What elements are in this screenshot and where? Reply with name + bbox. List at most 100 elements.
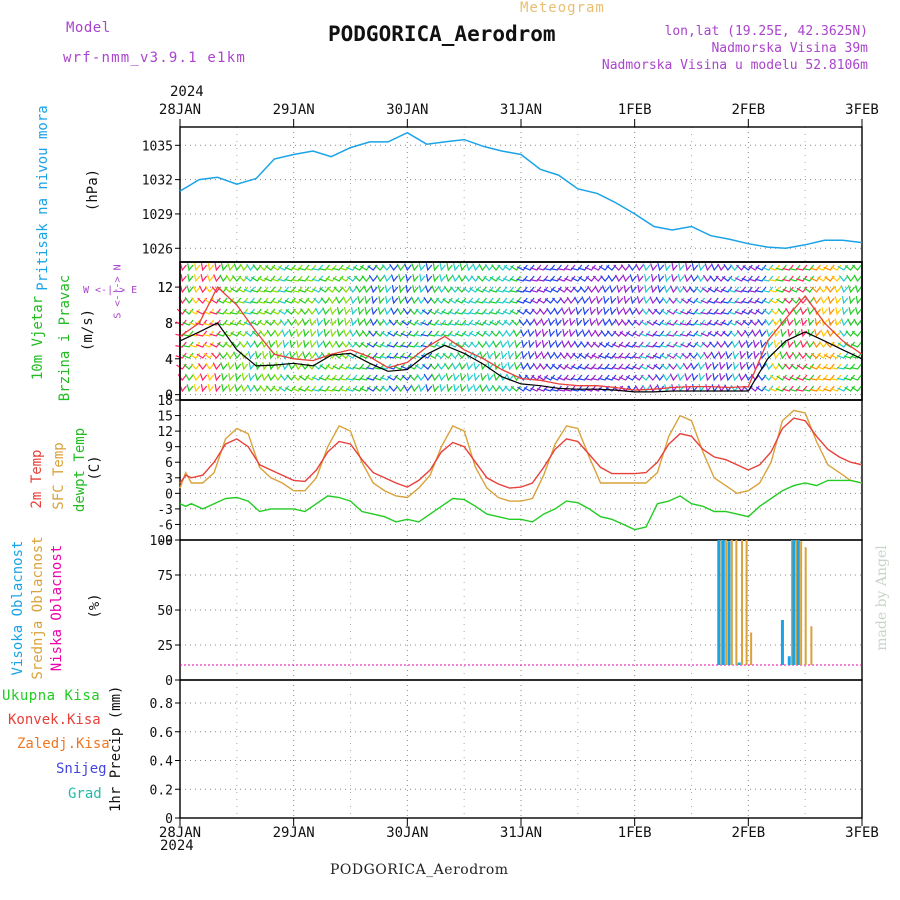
wind-barb — [678, 262, 685, 272]
wind-barb — [341, 286, 351, 293]
wind-barb — [728, 275, 740, 282]
wind-barb — [520, 362, 528, 371]
model-name: wrf-nmm_v3.9.1 e1km — [63, 50, 246, 66]
wind-barb — [325, 374, 337, 381]
wind-barb — [532, 362, 542, 371]
wind-barb — [777, 308, 787, 315]
wind-barb — [588, 329, 596, 338]
wind-barb — [330, 329, 337, 338]
wind-barb — [244, 330, 255, 337]
wind-barb — [575, 307, 583, 316]
wind-barb — [516, 264, 528, 271]
wind-barb — [485, 384, 494, 393]
wind-barb — [608, 318, 617, 327]
wind-barb — [721, 275, 733, 282]
wind-barb — [309, 318, 317, 327]
wind-barb — [666, 330, 678, 337]
wind-barb — [402, 307, 412, 316]
wind-barb — [599, 341, 610, 348]
wind-barb — [232, 275, 242, 282]
wind-barb — [393, 352, 405, 359]
wind-barb — [179, 285, 187, 294]
wind-barb — [278, 385, 290, 392]
wind-barb — [329, 307, 337, 316]
wind-barb — [571, 363, 583, 370]
wind-barb — [530, 385, 542, 392]
wind-barb — [364, 306, 371, 316]
wind-barb — [274, 329, 283, 338]
wind-barb — [279, 319, 290, 326]
wind-barb — [782, 264, 794, 271]
wind-barb — [179, 263, 187, 272]
wind-barb — [253, 340, 262, 349]
wind-barb — [620, 264, 631, 271]
wind-barb — [327, 296, 337, 305]
wind-barb — [710, 263, 719, 272]
wind-barb — [332, 385, 344, 392]
wind-barb — [826, 329, 835, 338]
y-tick-label: 1026 — [142, 242, 173, 257]
wind-barb — [744, 373, 753, 382]
wind-barb — [723, 263, 733, 272]
wind-barb — [639, 363, 651, 370]
wind-barb — [345, 385, 358, 392]
wind-barb — [811, 286, 821, 293]
wind-barb — [417, 296, 426, 305]
wind-barb — [604, 363, 617, 370]
wind-barb — [779, 351, 787, 360]
wind-barb — [364, 295, 371, 305]
wind-barb — [270, 286, 283, 293]
wind-barb — [490, 330, 501, 337]
wind-barb — [691, 373, 699, 382]
wind-barb — [257, 275, 269, 282]
wind-barb — [303, 339, 310, 349]
y-tick-label: 12 — [157, 425, 173, 440]
y-tick-label: 1032 — [142, 174, 173, 189]
wind-barb — [809, 374, 821, 381]
wind-barb — [455, 297, 467, 304]
wind-barb — [853, 274, 862, 283]
wind-barb — [475, 319, 487, 326]
wind-barb — [707, 286, 719, 293]
wind-barb — [262, 350, 269, 360]
wind-barb — [311, 264, 324, 271]
wind-barb — [527, 351, 535, 360]
wind-barb — [484, 263, 494, 272]
wind-barb — [639, 341, 651, 348]
wind-barb — [581, 329, 590, 338]
wind-barb — [637, 284, 644, 294]
wind-barb — [205, 285, 215, 294]
wind-barb — [640, 319, 651, 326]
wind-barb — [787, 328, 794, 338]
wind-barb — [850, 341, 862, 348]
wind-barb — [302, 351, 310, 360]
wind-barb — [855, 295, 862, 305]
wind-barb — [850, 352, 862, 359]
wind-barb — [441, 319, 453, 326]
wind-barb — [295, 329, 303, 338]
wind-barb — [806, 340, 815, 349]
wind-barb — [628, 263, 637, 272]
wind-barb — [383, 274, 392, 283]
wind-barb — [182, 352, 194, 359]
footer-station: PODGORICA_Aerodrom — [330, 862, 509, 878]
wind-barb — [793, 318, 801, 327]
wind-barb — [345, 374, 358, 381]
wind-barb — [291, 385, 303, 392]
wind-barb — [577, 374, 590, 381]
wind-barb — [487, 361, 494, 371]
wind-barb — [183, 308, 194, 315]
wind-barb — [714, 297, 726, 304]
temp2m-line — [179, 417, 863, 489]
wind-barb — [664, 273, 671, 283]
wind-barb — [646, 330, 658, 337]
wind-barb — [220, 362, 228, 371]
mid-cloud-bar — [730, 540, 733, 665]
wind-barb — [643, 296, 651, 305]
high-cloud-bar — [796, 540, 800, 665]
wind-barb — [475, 308, 487, 315]
wind-barb — [323, 328, 330, 338]
wind-barb — [509, 297, 521, 304]
wind-barb — [676, 285, 685, 294]
